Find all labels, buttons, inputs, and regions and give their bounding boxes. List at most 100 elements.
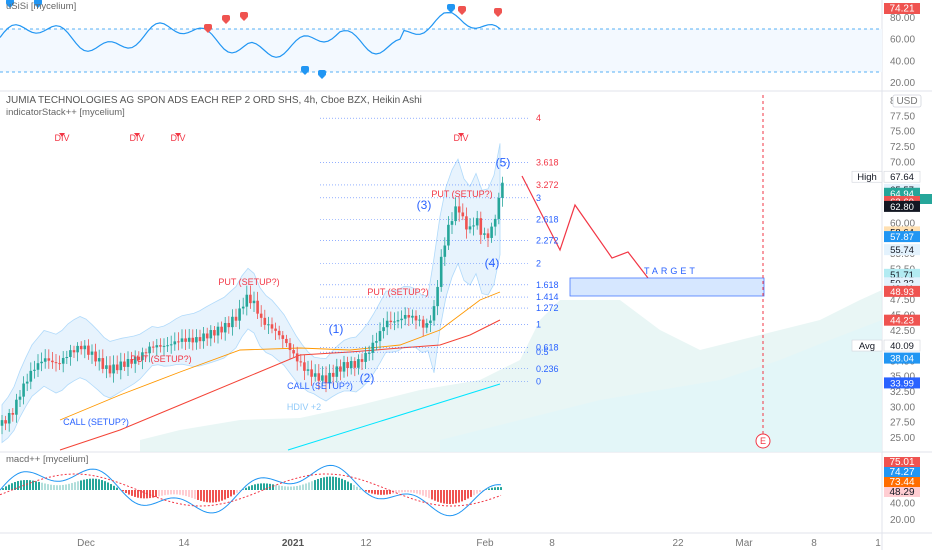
price-tick: 75.00 <box>890 127 915 138</box>
macd-bar <box>155 490 157 498</box>
rsi-marker <box>34 0 42 5</box>
price-label-badge <box>884 285 920 297</box>
candle-body <box>90 351 94 355</box>
macd-bar <box>167 490 169 495</box>
candle-body <box>310 369 313 377</box>
candle-body <box>468 226 472 230</box>
macd-bar <box>308 482 310 490</box>
candle-body <box>396 320 400 322</box>
macd-bar <box>215 490 217 503</box>
macd-bar <box>359 488 361 490</box>
macd-bar <box>314 480 316 490</box>
macd-bar <box>140 490 142 499</box>
time-tick: 1 <box>875 538 881 549</box>
candle-body <box>306 369 310 371</box>
fib-label: 3 <box>536 193 541 203</box>
candle-body <box>457 206 461 213</box>
macd-value: 74.27 <box>889 467 914 478</box>
macd-bar <box>431 490 433 500</box>
macd-bar <box>164 490 166 496</box>
macd-pane: macd++ [mycelium] <box>0 454 502 517</box>
candle-body <box>292 350 295 354</box>
macd-bar <box>86 479 88 490</box>
macd-bar <box>263 483 265 490</box>
candle-body <box>443 245 447 257</box>
price-label-tag-badge <box>851 170 883 183</box>
macd-bar <box>188 490 190 497</box>
macd-bar <box>323 477 325 490</box>
macd-label: macd++ [mycelium] <box>6 454 88 465</box>
candle-body <box>76 345 79 353</box>
div-label: DIV <box>170 133 185 143</box>
candle-body <box>393 321 396 323</box>
macd-bar <box>266 483 268 490</box>
price-tick: 30.00 <box>890 402 915 413</box>
candle-body <box>339 366 342 372</box>
candle-body <box>454 206 457 222</box>
time-tick: 14 <box>178 538 190 549</box>
candle-body <box>367 352 371 354</box>
main-pane: TARGET E 4 3.618 3.272 3 2.618 2.272 2 1.618 1.4… <box>0 95 882 452</box>
candle-body <box>490 226 493 238</box>
candle-body <box>461 212 465 217</box>
event-marker <box>755 433 771 449</box>
time-tick: Feb <box>476 538 494 549</box>
macd-bar <box>272 484 274 490</box>
macd-bar <box>257 483 259 490</box>
macd-bar <box>347 481 349 490</box>
candle-body <box>97 358 101 362</box>
rsi-marker-tip <box>319 76 325 79</box>
candles <box>0 176 504 435</box>
macd-bar <box>59 485 61 490</box>
candle-body <box>497 197 501 219</box>
cloud-area-2 <box>440 320 882 452</box>
price-label-badge <box>883 339 921 352</box>
macd-bar <box>440 490 442 503</box>
candle-body <box>411 315 414 318</box>
rsi-marker-tip <box>205 30 211 33</box>
candle-body <box>475 218 479 226</box>
rsi-marker <box>6 0 14 5</box>
rsi-value: 74.21 <box>889 4 914 15</box>
put-label: PUT (SETUP?) <box>130 354 191 364</box>
rsi-marker-tip <box>35 5 41 8</box>
candle-body <box>252 300 256 304</box>
candle-body <box>83 345 87 350</box>
rsi-markers <box>6 0 502 79</box>
rsi-marker <box>458 6 466 12</box>
price-label-badge <box>884 200 920 212</box>
price-tick: 27.50 <box>890 418 915 429</box>
fib-label: 0.236 <box>536 364 559 374</box>
candle-body <box>144 352 148 354</box>
price-label-badge <box>883 170 921 183</box>
currency-button[interactable]: USD <box>896 96 917 107</box>
macd-bar <box>38 481 40 490</box>
macd-bar <box>473 490 475 496</box>
candle-body <box>256 300 259 314</box>
price-tick: 47.50 <box>890 295 915 306</box>
price-label-badge <box>884 352 920 364</box>
chart-title: JUMIA TECHNOLOGIES AG SPON ADS EACH REP … <box>6 95 422 106</box>
candle-body <box>357 359 360 368</box>
fib-label: 2.618 <box>536 214 559 224</box>
rsi-tick: 20.00 <box>890 78 915 89</box>
candle-body <box>162 345 166 347</box>
time-tick: 8 <box>549 538 555 549</box>
macd-bar <box>236 490 238 493</box>
macd-bar <box>101 480 103 490</box>
candle-body <box>227 322 231 328</box>
indicator-stack-label: indicatorStack++ [mycelium] <box>6 107 125 118</box>
macd-bar <box>311 481 313 490</box>
macd-bar <box>5 486 7 490</box>
candle-body <box>493 218 497 227</box>
macd-bar <box>479 490 481 493</box>
macd-value-badge <box>884 467 920 477</box>
time-axis: Dec 14 2021 12 Feb 8 22 Mar 8 1 <box>77 538 881 549</box>
macd-bar <box>206 490 208 503</box>
rsi-tick: 80.00 <box>890 13 915 24</box>
projection-path <box>521 175 649 279</box>
candle-body <box>403 315 407 319</box>
macd-bar <box>191 490 193 498</box>
macd-histogram <box>2 476 502 505</box>
